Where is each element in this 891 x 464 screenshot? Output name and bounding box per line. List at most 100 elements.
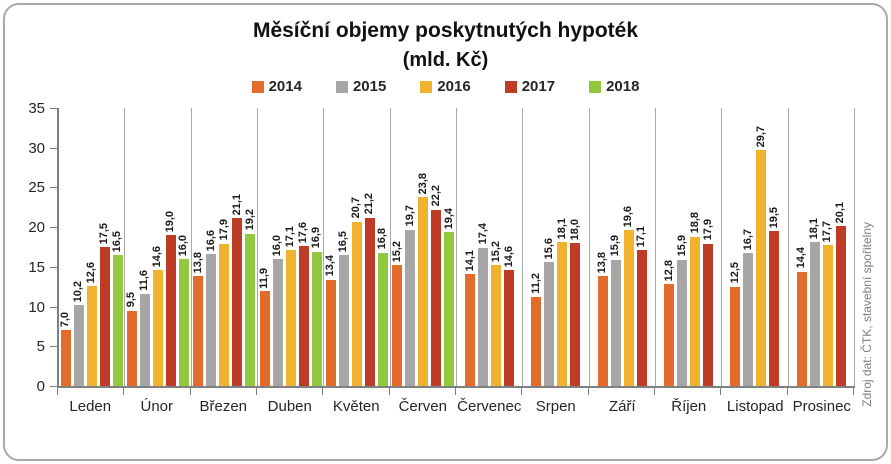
bar-2016-Květen bbox=[351, 221, 362, 386]
month-group-Květen: 13,4 16,5 20,7 21,2 16,8 bbox=[324, 108, 391, 386]
bar-wrap: 19,4 bbox=[442, 108, 455, 386]
x-axis-label-Říjen: Říjen bbox=[671, 398, 707, 415]
bar-value-label: 19,5 bbox=[767, 206, 780, 229]
bar-wrap: 13,8 bbox=[191, 108, 204, 386]
bar-2016-Únor bbox=[152, 270, 163, 386]
bar-2017-Duben bbox=[298, 246, 309, 386]
legend-label: 2016 bbox=[437, 78, 471, 95]
bar-value-label: 15,2 bbox=[390, 240, 403, 263]
source-note: Zdroj dat: ČTK, stavební spořitelny bbox=[860, 222, 874, 407]
bar-value-label: 18,0 bbox=[568, 218, 581, 241]
bar-value-label: 11,2 bbox=[529, 273, 542, 295]
bar-2018-Únor bbox=[178, 258, 189, 386]
legend-swatch-icon bbox=[420, 80, 433, 93]
bar-2017-Červen bbox=[431, 209, 442, 386]
bar-value-label: 16,5 bbox=[337, 230, 350, 252]
bar-value-label: 10,2 bbox=[72, 280, 85, 302]
bar-wrap: 20,7 bbox=[350, 108, 362, 386]
bar-2017-Únor bbox=[165, 235, 176, 386]
bar-2015-Květen bbox=[338, 254, 349, 386]
bar-wrap: 16,0 bbox=[177, 108, 189, 386]
bar-value-label: 13,8 bbox=[596, 251, 609, 274]
bar-wrap: 18,0 bbox=[568, 108, 581, 386]
bar-wrap: 11,6 bbox=[138, 108, 151, 386]
bar-wrap: 29,7 bbox=[755, 108, 767, 386]
bar-wrap: 12,8 bbox=[662, 108, 675, 386]
legend-item-2018: 2018 bbox=[589, 78, 639, 95]
bar-wrap: 16,6 bbox=[205, 108, 217, 386]
bar-wrap: 19,0 bbox=[164, 108, 176, 386]
y-axis-tick bbox=[50, 266, 57, 268]
bar-wrap: 16,5 bbox=[337, 108, 350, 386]
bar-2015-Červen bbox=[405, 229, 416, 386]
bar-value-label: 19,7 bbox=[403, 205, 416, 227]
bar-wrap: 17,1 bbox=[635, 108, 647, 386]
bar-value-label: 14,1 bbox=[463, 249, 476, 272]
month-group-Prosinec: 14,4 18,1 17,7 20,1 bbox=[789, 108, 855, 386]
month-group-Srpen: 11,2 15,6 18,1 18,0 bbox=[523, 108, 590, 386]
y-axis-label-10: 10 bbox=[28, 298, 45, 316]
bar-value-label: 7,0 bbox=[59, 312, 72, 328]
bar-2014-Únor bbox=[126, 310, 137, 386]
y-axis-tick bbox=[50, 346, 57, 348]
bar-wrap: 12,6 bbox=[85, 108, 97, 386]
bar-value-label: 14,6 bbox=[151, 245, 164, 268]
bar-value-label: 15,9 bbox=[609, 235, 622, 257]
bar-value-label: 13,8 bbox=[191, 251, 204, 274]
bar-2014-Listopad bbox=[730, 286, 741, 386]
bar-value-label: 13,4 bbox=[324, 255, 337, 277]
bar-wrap: 17,1 bbox=[284, 108, 296, 386]
x-axis-tick bbox=[521, 388, 523, 395]
month-group-Duben: 11,9 16,0 17,1 17,6 16,9 bbox=[258, 108, 325, 386]
bar-wrap: 14,4 bbox=[795, 108, 807, 386]
bar-wrap: 9,5 bbox=[125, 108, 138, 386]
bar-value-label: 17,5 bbox=[98, 222, 111, 244]
bar-wrap: 16,8 bbox=[376, 108, 389, 386]
y-axis-label-30: 30 bbox=[28, 139, 45, 157]
bar-value-label: 21,2 bbox=[363, 193, 376, 215]
month-group-Červenec: 14,1 17,4 15,2 14,6 bbox=[457, 108, 524, 386]
y-axis-tick bbox=[50, 108, 57, 109]
bar-wrap: 21,1 bbox=[230, 108, 243, 386]
bar-2015-Červenec bbox=[478, 247, 489, 386]
bar-value-label: 14,6 bbox=[502, 245, 515, 268]
x-axis-tick bbox=[455, 388, 456, 395]
bar-2015-Únor bbox=[139, 293, 150, 386]
bar-wrap: 12,5 bbox=[729, 108, 741, 386]
bar-value-label: 21,1 bbox=[230, 193, 243, 216]
chart-region: 7,0 10,2 12,6 17,5 16,5 9,5 11,6 14,6 19,0 16,0 13… bbox=[28, 101, 855, 415]
month-group-Leden: 7,0 10,2 12,6 17,5 16,5 bbox=[59, 108, 126, 386]
bar-wrap: 10,2 bbox=[72, 108, 85, 386]
bar-2014-Prosinec bbox=[796, 271, 807, 386]
bar-value-label: 19,4 bbox=[442, 207, 455, 229]
bar-value-label: 9,5 bbox=[125, 292, 138, 308]
legend-item-2016: 2016 bbox=[420, 78, 471, 95]
chart-frame: Měsíční objemy poskytnutých hypoték (mld… bbox=[3, 3, 888, 461]
bar-wrap: 18,8 bbox=[689, 108, 701, 386]
y-axis-tick bbox=[50, 227, 57, 229]
y-axis-label-0: 0 bbox=[36, 378, 45, 395]
legend-item-2014: 2014 bbox=[251, 78, 302, 95]
x-axis-label-Červen: Červen bbox=[398, 398, 447, 415]
bar-2016-Prosinec bbox=[822, 245, 833, 386]
bar-2015-Srpen bbox=[544, 262, 555, 386]
x-axis-label-Únor: Únor bbox=[140, 398, 173, 415]
bar-value-label: 11,9 bbox=[258, 267, 271, 289]
bar-wrap: 17,9 bbox=[702, 108, 714, 386]
bar-2014-Březen bbox=[193, 276, 204, 386]
bar-wrap: 17,6 bbox=[297, 108, 309, 386]
bar-value-label: 16,8 bbox=[376, 228, 389, 250]
y-axis-label-35: 35 bbox=[28, 100, 45, 117]
bar-wrap: 15,9 bbox=[609, 108, 622, 386]
bar-value-label: 12,8 bbox=[662, 259, 675, 282]
x-axis-label-Leden: Leden bbox=[69, 398, 112, 415]
x-axis-tick bbox=[853, 388, 854, 395]
x-axis-labels: Leden Únor Březen Duben Květen Červen Červenec… bbox=[57, 398, 855, 415]
y-axis-tick bbox=[50, 147, 57, 149]
bar-value-label: 11,6 bbox=[138, 270, 151, 291]
month-group-Září: 13,8 15,9 19,6 17,1 bbox=[590, 108, 656, 386]
bar-2016-Březen bbox=[219, 243, 230, 386]
bar-2015-Březen bbox=[206, 254, 217, 386]
bar-2016-Duben bbox=[285, 250, 296, 386]
bar-wrap: 18,1 bbox=[556, 108, 568, 386]
